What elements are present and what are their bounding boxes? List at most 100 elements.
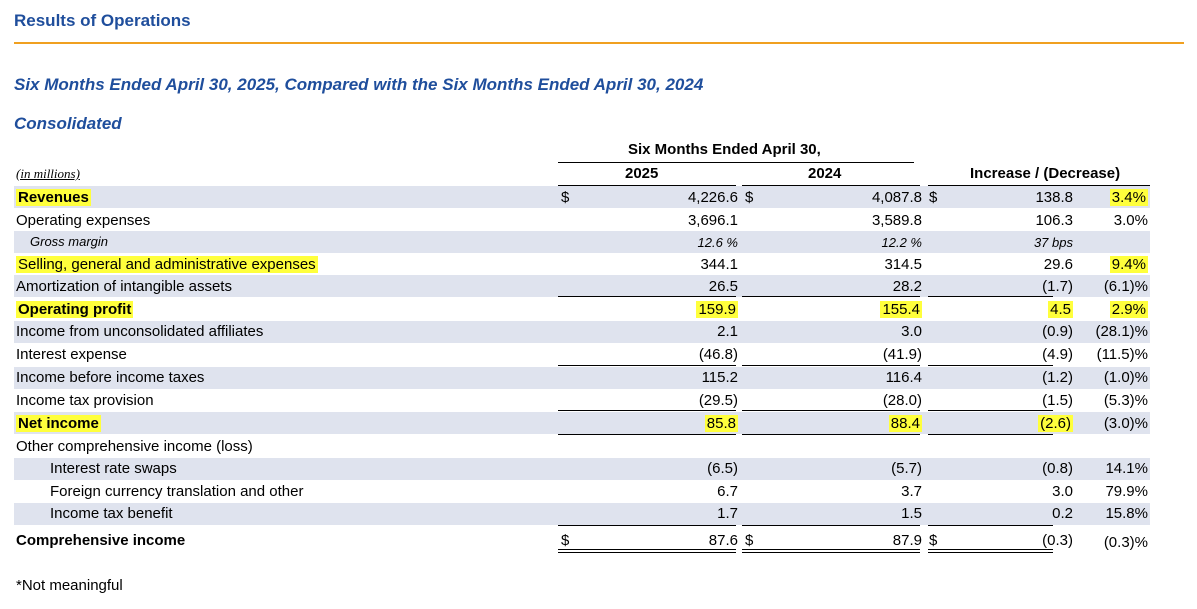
value-2025: 1.7 [717, 505, 738, 522]
value-pct: (3.0)% [1103, 415, 1148, 432]
table-row: Operating expenses 3,696.1 3,589.8 106.3… [0, 209, 1197, 232]
value-2025: 3,696.1 [687, 212, 738, 229]
value-2024: 88.4 [888, 415, 922, 432]
value-change: (1.7) [1042, 278, 1073, 295]
subtotal-rule [558, 296, 736, 297]
value-change: 4.5 [1048, 301, 1073, 318]
dollar-sign: $ [929, 189, 938, 206]
value-change: 0.2 [1052, 505, 1073, 522]
value-pct: (28.1)% [1095, 323, 1148, 340]
subtotal-rule [928, 434, 1053, 435]
row-label: Operating expenses [16, 212, 151, 229]
row-band [14, 186, 1150, 208]
subtotal-rule [928, 410, 1053, 411]
dollar-sign: $ [561, 189, 570, 206]
value-change: 138.8 [1035, 189, 1073, 206]
row-label: Income before income taxes [16, 369, 205, 386]
total-rule [742, 552, 920, 553]
row-label: Income tax benefit [50, 505, 173, 522]
value-change: (2.6) [1038, 415, 1073, 432]
row-band [14, 321, 1150, 343]
value-change: (0.9) [1042, 323, 1073, 340]
value-2024: (5.7) [891, 460, 922, 477]
subtotal-rule [928, 525, 1053, 526]
total-rule [558, 549, 736, 550]
dollar-sign: $ [745, 532, 754, 549]
value-2025: 4,226.6 [687, 189, 738, 206]
value-2025: 159.9 [696, 301, 738, 318]
subtotal-rule [742, 365, 920, 366]
value-pct: (6.1)% [1103, 278, 1148, 295]
value-change: 3.0 [1052, 483, 1073, 500]
subtitle: Six Months Ended April 30, 2025, Compare… [14, 75, 704, 94]
value-2025: (46.8) [698, 346, 738, 363]
row-label: Revenues [16, 189, 91, 206]
value-2025: 115.2 [701, 369, 738, 386]
header-rule-2025 [558, 185, 736, 186]
value-2024: 12.2 % [881, 235, 922, 250]
col-2025-header: 2025 [625, 165, 659, 182]
value-change: 106.3 [1035, 212, 1073, 229]
row-band [14, 231, 1150, 253]
row-label: Amortization of intangible assets [16, 278, 232, 295]
value-change: (0.8) [1042, 460, 1073, 477]
value-2024: 116.4 [885, 369, 922, 386]
value-2025: 85.8 [704, 415, 738, 432]
subtotal-rule [742, 525, 920, 526]
value-2025: 87.6 [708, 532, 738, 549]
value-2024: 3.7 [901, 483, 922, 500]
group-header-rule [558, 162, 914, 163]
subtotal-rule [558, 434, 736, 435]
col-change-header: Increase / (Decrease) [970, 165, 1121, 182]
footnote: *Not meaningful [16, 577, 123, 594]
row-label: Foreign currency translation and other [50, 483, 304, 500]
value-2025: 6.7 [717, 483, 738, 500]
value-pct: 3.4% [1109, 189, 1148, 206]
value-pct: 3.0% [1113, 212, 1148, 229]
total-rule [928, 549, 1053, 550]
value-2024: (28.0) [882, 392, 922, 409]
row-band [14, 458, 1150, 480]
section-label: Consolidated [14, 114, 122, 133]
dollar-sign: $ [745, 189, 754, 206]
table-row: Income tax provision (29.5) (28.0) (1.5)… [0, 389, 1197, 412]
value-2025: 344.1 [700, 256, 738, 273]
dollar-sign: $ [561, 532, 570, 549]
subtotal-rule [928, 296, 1053, 297]
dollar-sign: $ [929, 532, 938, 549]
row-band [14, 503, 1150, 525]
title-rule [14, 42, 1184, 44]
row-label: Operating profit [16, 301, 134, 318]
total-rule [558, 552, 736, 553]
value-2024: (41.9) [882, 346, 922, 363]
subtotal-rule [558, 365, 736, 366]
table-row: Income before income taxes 115.2 116.4 (… [0, 366, 1197, 389]
header-rule-2024 [742, 185, 920, 186]
table-row: Comprehensive income $ 87.6 $ 87.9 $ (0.… [0, 529, 1197, 552]
value-2024: 87.9 [892, 532, 922, 549]
row-band [14, 275, 1150, 297]
col-2024-header: 2024 [808, 165, 842, 182]
value-2025: (29.5) [698, 392, 738, 409]
table-row: Foreign currency translation and other 6… [0, 480, 1197, 503]
value-2025: 26.5 [708, 278, 738, 295]
value-pct: 2.9% [1109, 301, 1148, 318]
header-rule-change [928, 185, 1150, 186]
value-2025: (6.5) [707, 460, 738, 477]
row-label: Net income [16, 415, 101, 432]
value-change: 37 bps [1033, 235, 1073, 250]
value-2025: 12.6 % [697, 235, 738, 250]
value-change: 29.6 [1043, 256, 1073, 273]
row-label: Interest rate swaps [50, 460, 177, 477]
table-row: Revenues $ 4,226.6 $ 4,087.8 $ 138.8 3.4… [0, 186, 1197, 209]
group-header: Six Months Ended April 30, [628, 141, 821, 158]
subtotal-rule [558, 525, 736, 526]
total-rule [928, 552, 1053, 553]
row-label: Gross margin [30, 234, 109, 249]
row-label: Other comprehensive income (loss) [16, 438, 253, 455]
row-label: Interest expense [16, 346, 127, 363]
table-row: Operating profit 159.9 155.4 4.5 2.9% [0, 298, 1197, 321]
row-band [14, 412, 1150, 434]
total-rule [742, 549, 920, 550]
value-2024: 28.2 [892, 278, 922, 295]
